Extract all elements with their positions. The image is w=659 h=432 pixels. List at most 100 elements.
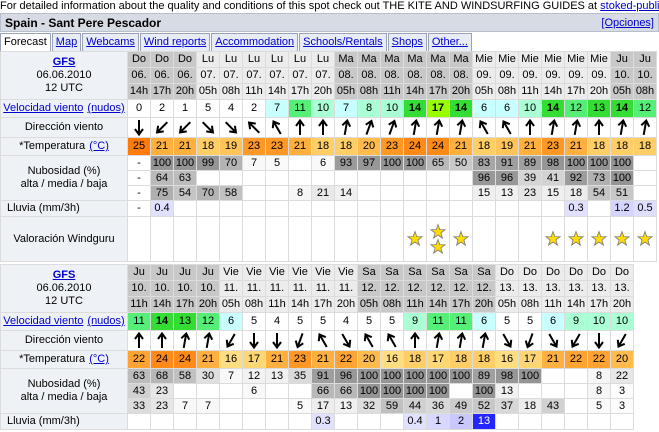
rating-cell — [174, 217, 196, 261]
day: Do — [611, 265, 633, 280]
date: 06. — [151, 68, 173, 83]
wind-speed: 5 — [358, 313, 380, 330]
rating-cell — [611, 217, 633, 261]
notice-link[interactable]: stoked-publication — [600, 0, 659, 12]
spot-title: Spain - Sant Pere Pescador — [5, 16, 162, 30]
rain — [450, 201, 472, 216]
cloud-cover: 6 — [243, 384, 265, 398]
direction-cell — [289, 331, 311, 350]
day: Sa — [404, 265, 426, 280]
star — [429, 223, 447, 240]
knots-link[interactable]: (nudos) — [87, 315, 125, 327]
arrow-shape — [178, 121, 192, 134]
direction-cell — [266, 118, 288, 137]
hour: 05h — [220, 297, 242, 312]
model-cell: GFS 06.06.2010 12 UTC — [1, 52, 127, 99]
cloud-cover: 100 — [427, 384, 449, 398]
temperature: 21 — [174, 138, 196, 155]
temperature: 22 — [128, 351, 150, 368]
table-body: GFS 06.06.2010 12 UTC Do Do Do Lu Lu Lu Lu Lu Lu Ma M… — [1, 52, 656, 261]
direction-cell — [358, 118, 380, 137]
date: 13. — [542, 281, 564, 296]
cloud-cover: 18 — [565, 186, 587, 200]
celsius-link[interactable]: (°C) — [89, 140, 109, 152]
temperature: 21 — [312, 351, 334, 368]
tab[interactable]: Forecast — [0, 33, 51, 51]
direction-cell — [197, 331, 219, 350]
hour: 11h — [542, 297, 564, 312]
rain: 0.3 — [565, 201, 587, 216]
hour: 17h — [450, 297, 472, 312]
arrow-shape — [571, 118, 582, 136]
tab[interactable]: Shops — [387, 33, 427, 51]
hour: 14h — [542, 84, 564, 99]
wind-speed-link[interactable]: Velocidad viento — [3, 102, 84, 114]
clouds-text: Nubosidad (%) — [27, 378, 101, 390]
celsius-link[interactable]: (°C) — [89, 353, 109, 365]
star — [613, 230, 631, 247]
arrow-body — [318, 118, 328, 135]
direction-arrow — [410, 331, 420, 348]
direction-cell — [312, 118, 334, 137]
cloud-cover: 7 — [243, 156, 265, 170]
temperature: 21 — [542, 351, 564, 368]
model-link[interactable]: GFS — [52, 56, 76, 68]
star — [590, 230, 608, 247]
knots-link[interactable]: (nudos) — [87, 102, 125, 114]
wind-speed: 7 — [335, 100, 357, 117]
arrow-shape — [617, 118, 628, 136]
row: 06. 06. 06. 07. 07. 07. 07. 07. 07. 08. 08. 08. 08. 0… — [1, 68, 656, 83]
tab[interactable]: Schools/Rentals — [299, 33, 387, 51]
tab[interactable]: Wind reports — [139, 33, 211, 51]
cloud-cover: 83 — [473, 156, 495, 170]
cloud-cover: 23 — [151, 384, 173, 398]
temperature: 17 — [427, 351, 449, 368]
wind-speed: 9 — [404, 313, 426, 330]
tab[interactable]: Webcams — [82, 33, 139, 51]
arrow-body — [155, 121, 169, 134]
arrow-shape — [272, 333, 282, 350]
cloud-cover: 100 — [611, 171, 633, 185]
cloud-cover: 100 — [174, 156, 196, 170]
direction-cell — [243, 118, 265, 137]
tab[interactable]: Accommodation — [211, 33, 299, 51]
wind-speed: 12 — [634, 100, 656, 117]
rain — [473, 201, 495, 216]
row: -64 63 96 96 39 41 92 73 100 — [1, 171, 656, 185]
star — [544, 230, 562, 247]
day: Lu — [197, 52, 219, 67]
day: Ma — [427, 52, 449, 67]
options-link[interactable]: [Opciones] — [601, 17, 654, 29]
rain — [220, 201, 242, 216]
direction-arrow — [617, 118, 628, 136]
hour: 17h — [565, 84, 587, 99]
direction-arrow — [386, 332, 397, 348]
rain — [611, 414, 633, 429]
tab[interactable]: Other... — [427, 33, 472, 51]
direction-arrow — [594, 333, 604, 350]
direction-arrow — [640, 118, 651, 136]
arrow-shape — [456, 331, 467, 349]
cloud-cover — [450, 384, 472, 398]
direction-cell — [427, 118, 449, 137]
star — [452, 230, 470, 247]
cloud-cover: 97 — [358, 156, 380, 170]
day: Sa — [427, 265, 449, 280]
cloud-cover — [289, 156, 311, 170]
cloud-cover: 5 — [588, 399, 610, 413]
wind-speed-link[interactable]: Velocidad viento — [3, 315, 84, 327]
cloud-cover: 6 — [312, 156, 334, 170]
date: 12. — [473, 281, 495, 296]
cloud-cover — [174, 384, 196, 398]
model-link[interactable]: GFS — [52, 269, 76, 281]
arrow-body — [456, 331, 467, 349]
tab[interactable]: Map — [51, 33, 82, 51]
wind-speed: 14 — [542, 100, 564, 117]
temperature: 23 — [266, 138, 288, 155]
date: 11. — [243, 281, 265, 296]
direction-arrow — [433, 118, 444, 136]
day: Ma — [335, 52, 357, 67]
hour: 08h — [381, 297, 403, 312]
date: 06. — [128, 68, 150, 83]
wind-speed: 6 — [220, 313, 242, 330]
